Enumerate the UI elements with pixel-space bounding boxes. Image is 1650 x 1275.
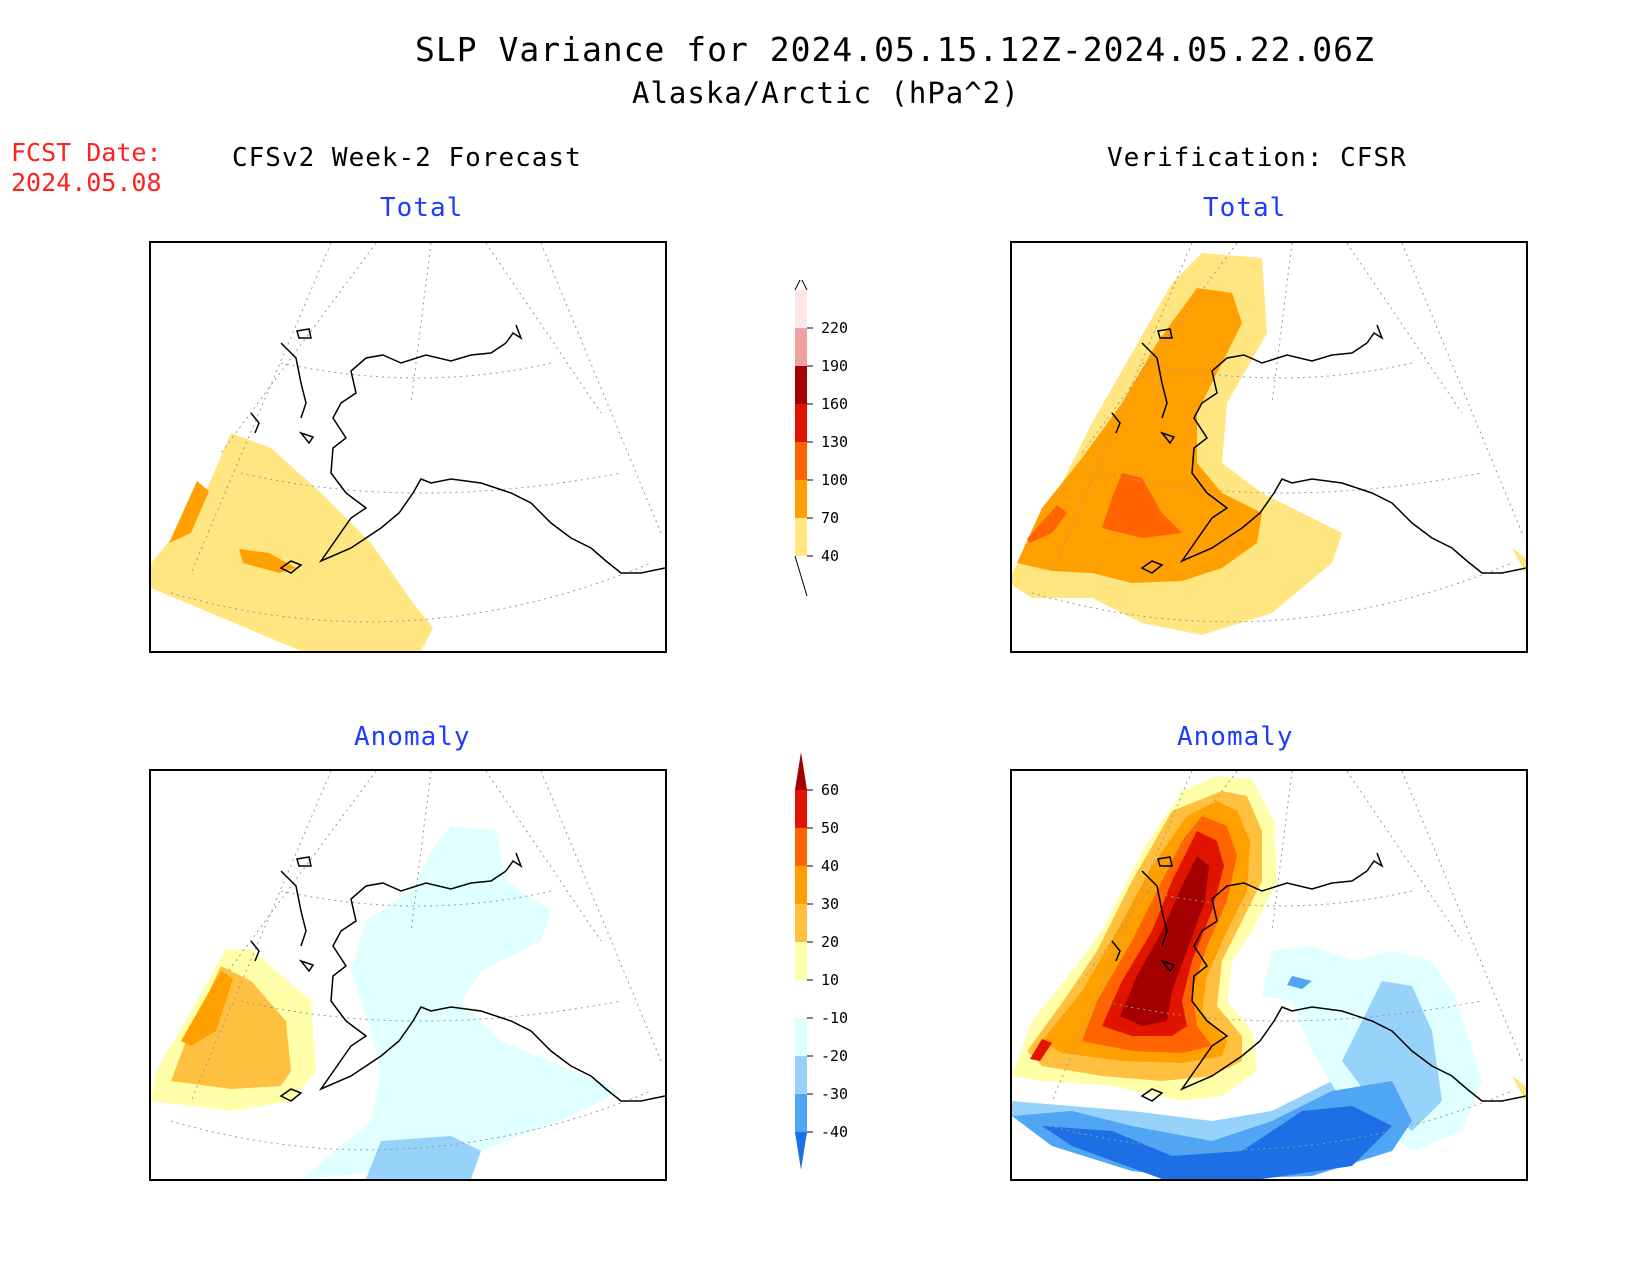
graticule — [1031, 771, 1523, 1151]
colorbar-anomaly-label: 60 — [821, 781, 840, 799]
colorbar-anomaly-label: 30 — [821, 895, 840, 913]
colorbar-total-bin — [795, 290, 807, 328]
colorbar-anomaly-label: 20 — [821, 933, 840, 951]
colorbar-total-label: 70 — [821, 509, 840, 527]
colorbar-total-bin — [795, 480, 807, 518]
variance-shading — [1012, 776, 1526, 1179]
forecast-anomaly-label: Anomaly — [354, 722, 471, 752]
colorbar-total-label: 130 — [821, 433, 849, 451]
colorbar-anomaly-bin — [795, 1056, 807, 1094]
colorbar-total-ends — [794, 280, 808, 597]
verification-anomaly-map — [1010, 769, 1528, 1181]
graticule — [170, 771, 662, 1151]
colorbar-anomaly-label: -10 — [821, 1009, 849, 1027]
verification-total-map — [1010, 241, 1528, 653]
graticule — [170, 243, 662, 623]
colorbar-anomaly-label: 50 — [821, 819, 840, 837]
coastline — [250, 324, 665, 574]
colorbar-total-bin — [795, 366, 807, 404]
colorbar-anomaly-bin — [795, 752, 807, 790]
chart-subtitle: Alaska/Arctic (hPa^2) — [632, 76, 1020, 110]
colorbar-total-bin — [795, 518, 807, 556]
colorbar-total-label: 100 — [821, 471, 849, 489]
variance-shading — [151, 433, 433, 651]
colorbar-total-label: 40 — [821, 547, 840, 565]
colorbar-anomaly-label: -40 — [821, 1123, 849, 1141]
total-colorbar: 40 70 100 130 160 190 220 — [790, 280, 870, 610]
colorbar-anomaly-label: -30 — [821, 1085, 849, 1103]
colorbar-anomaly-bin — [795, 866, 807, 904]
verification-anomaly-label: Anomaly — [1177, 722, 1294, 752]
colorbar-anomaly-bin — [795, 904, 807, 942]
variance-shading — [1012, 253, 1526, 635]
colorbar-anomaly-bin — [795, 1094, 807, 1132]
verification-heading: Verification: CFSR — [1107, 143, 1407, 173]
verification-total-label: Total — [1203, 193, 1287, 223]
coastline — [1111, 324, 1526, 574]
variance-shading — [151, 826, 621, 1179]
anomaly-colorbar: 60 50 40 30 20 10 -10 -20 -30 -40 — [790, 750, 870, 1200]
fcst-date-value: 2024.05.08 — [11, 168, 162, 197]
colorbar-anomaly-bin — [795, 1018, 807, 1056]
graticule — [1031, 243, 1523, 623]
forecast-total-map — [149, 241, 667, 653]
colorbar-total-label: 220 — [821, 319, 849, 337]
fcst-date-label: FCST Date: — [11, 138, 162, 167]
colorbar-anomaly-label: 40 — [821, 857, 840, 875]
colorbar-anomaly-label: 10 — [821, 971, 840, 989]
colorbar-total-bin — [795, 442, 807, 480]
forecast-heading: CFSv2 Week-2 Forecast — [232, 143, 582, 173]
colorbar-total-bin — [795, 328, 807, 366]
coastline — [250, 852, 665, 1102]
colorbar-anomaly-bin — [795, 1132, 807, 1170]
colorbar-anomaly-bin — [795, 942, 807, 980]
colorbar-anomaly-bin — [795, 790, 807, 828]
forecast-total-label: Total — [380, 193, 464, 223]
colorbar-anomaly-label: -20 — [821, 1047, 849, 1065]
colorbar-anomaly-bin — [795, 828, 807, 866]
colorbar-total-label: 160 — [821, 395, 849, 413]
chart-title: SLP Variance for 2024.05.15.12Z-2024.05.… — [415, 30, 1375, 69]
colorbar-anomaly-bin — [795, 980, 807, 1018]
coastline — [1111, 852, 1526, 1102]
forecast-anomaly-map — [149, 769, 667, 1181]
colorbar-total-label: 190 — [821, 357, 849, 375]
colorbar-total-bin — [795, 404, 807, 442]
